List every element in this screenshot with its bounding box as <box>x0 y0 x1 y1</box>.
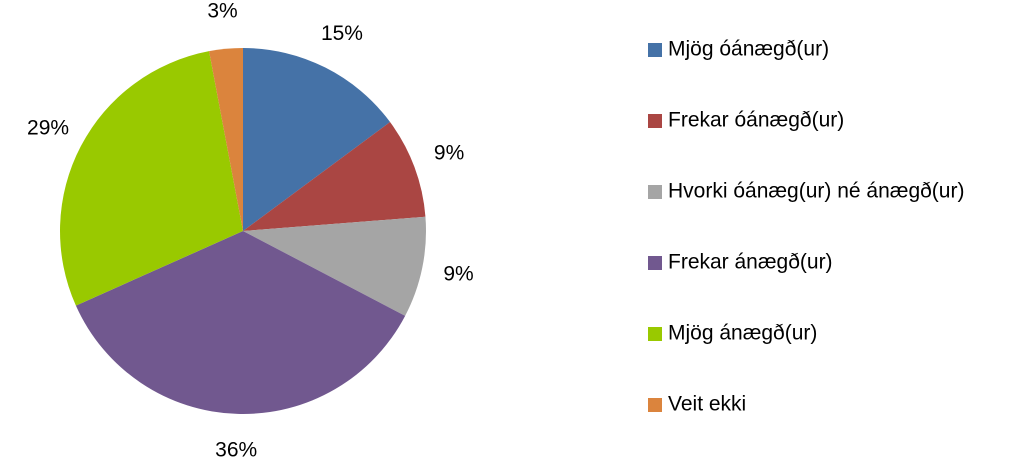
legend-label: Frekar óánægð(ur) <box>668 109 844 132</box>
legend-swatch <box>648 114 662 128</box>
legend-swatch <box>648 185 662 199</box>
legend-label: Hvorki óánæg(ur) né ánægð(ur) <box>668 180 964 203</box>
legend-label: Frekar ánægð(ur) <box>668 251 833 274</box>
legend-label: Veit ekki <box>668 393 746 416</box>
legend-swatch <box>648 398 662 412</box>
pie-slice <box>243 122 426 231</box>
legend-swatch <box>648 256 662 270</box>
pie-slice <box>243 48 391 231</box>
data-label: 36% <box>215 438 257 459</box>
pie-slice <box>209 48 243 231</box>
legend-label: Mjög óánægð(ur) <box>668 38 829 61</box>
legend-label: Mjög ánægð(ur) <box>668 322 817 345</box>
pie-slice <box>59 51 243 306</box>
data-label: 9% <box>434 142 464 165</box>
data-label: 15% <box>321 22 363 45</box>
data-label: 9% <box>443 263 473 286</box>
legend-swatch <box>648 327 662 341</box>
pie-slice <box>75 231 406 414</box>
legend-swatch <box>648 43 662 57</box>
data-label: 3% <box>207 0 237 23</box>
pie-slice <box>243 216 426 316</box>
data-label: 29% <box>27 117 69 140</box>
